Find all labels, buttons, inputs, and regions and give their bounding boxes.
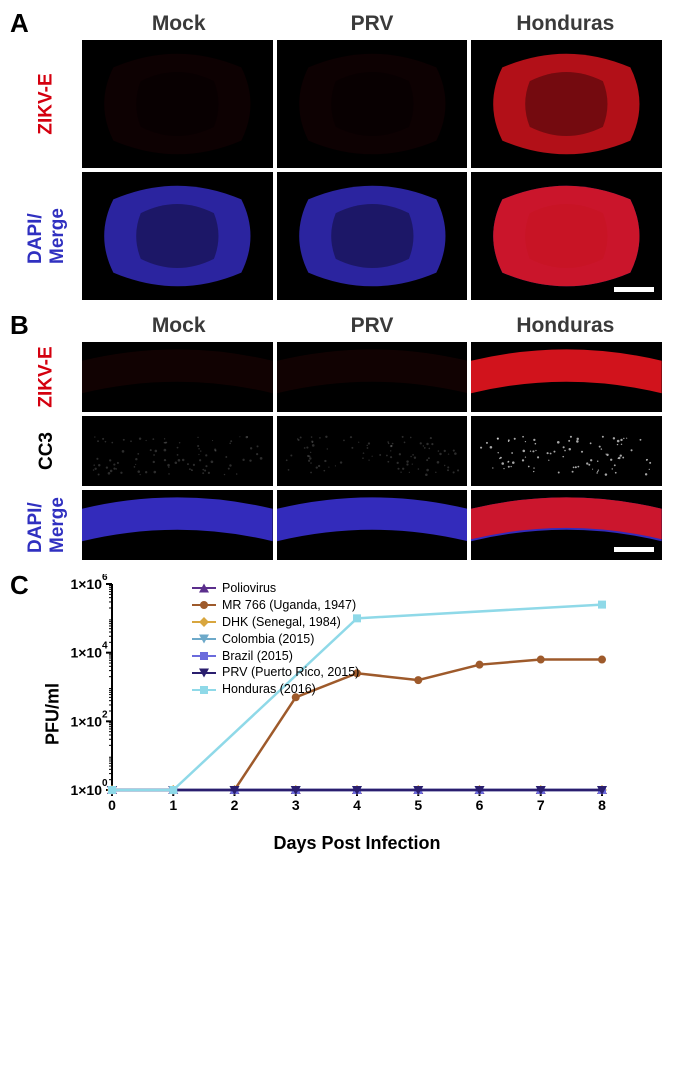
scale-bar xyxy=(614,287,654,292)
svg-text:0: 0 xyxy=(108,797,116,813)
scale-bar xyxy=(614,547,654,552)
svg-text:0: 0 xyxy=(102,778,108,789)
svg-text:1×10: 1×10 xyxy=(70,713,102,729)
legend-label: Brazil (2015) xyxy=(222,648,293,665)
legend-item: Honduras (2016) xyxy=(192,681,359,698)
panel-b-grid: ZIKV-E CC3 DAPI/Merge xyxy=(12,342,662,560)
legend-label: PRV (Puerto Rico, 2015) xyxy=(222,664,359,681)
svg-text:8: 8 xyxy=(598,797,606,813)
panel-c-label: C xyxy=(10,570,29,601)
legend: PoliovirusMR 766 (Uganda, 1947)DHK (Sene… xyxy=(192,580,359,698)
legend-item: MR 766 (Uganda, 1947) xyxy=(192,597,359,614)
legend-label: MR 766 (Uganda, 1947) xyxy=(222,597,356,614)
micrograph-cell xyxy=(277,40,468,168)
row-label: DAPI/Merge xyxy=(25,208,69,264)
svg-text:1×10: 1×10 xyxy=(70,576,102,592)
micrograph-cell xyxy=(82,490,273,560)
panel-a-label: A xyxy=(10,8,29,39)
svg-text:3: 3 xyxy=(292,797,300,813)
row-label: DAPI/Merge xyxy=(25,497,69,553)
legend-item: Colombia (2015) xyxy=(192,631,359,648)
micrograph-cell xyxy=(277,416,468,486)
micrograph-cell xyxy=(471,416,662,486)
legend-label: Poliovirus xyxy=(222,580,276,597)
micrograph-cell xyxy=(471,342,662,412)
micrograph-cell xyxy=(471,172,662,300)
svg-text:4: 4 xyxy=(353,797,361,813)
micrograph-cell xyxy=(82,342,273,412)
panel-a: A Mock PRV Honduras ZIKV-E DAPI/Merge xyxy=(12,12,662,300)
svg-text:6: 6 xyxy=(476,797,484,813)
col-header: PRV xyxy=(275,314,468,342)
col-header: Mock xyxy=(82,12,275,40)
row-label: ZIKV-E xyxy=(36,346,58,407)
svg-text:4: 4 xyxy=(102,641,108,652)
legend-item: Brazil (2015) xyxy=(192,648,359,665)
svg-text:1×10: 1×10 xyxy=(70,782,102,798)
svg-text:2: 2 xyxy=(231,797,239,813)
legend-item: PRV (Puerto Rico, 2015) xyxy=(192,664,359,681)
x-axis-label: Days Post Infection xyxy=(52,833,662,854)
y-axis-label: PFU/ml xyxy=(43,683,64,745)
col-header: Mock xyxy=(82,314,275,342)
col-header: PRV xyxy=(275,12,468,40)
micrograph-cell xyxy=(471,490,662,560)
col-header: Honduras xyxy=(469,12,662,40)
svg-text:7: 7 xyxy=(537,797,545,813)
legend-item: Poliovirus xyxy=(192,580,359,597)
svg-text:6: 6 xyxy=(102,574,108,583)
panel-b: B Mock PRV Honduras ZIKV-E CC3 DAPI/Merg… xyxy=(12,314,662,560)
micrograph-cell xyxy=(82,40,273,168)
micrograph-cell xyxy=(471,40,662,168)
panel-a-col-headers: Mock PRV Honduras xyxy=(82,12,662,40)
micrograph-cell xyxy=(277,172,468,300)
chart-wrap: PFU/ml PoliovirusMR 766 (Uganda, 1947)DH… xyxy=(52,574,662,854)
micrograph-cell xyxy=(277,490,468,560)
panel-c: C PFU/ml PoliovirusMR 766 (Uganda, 1947)… xyxy=(12,574,662,854)
svg-text:1×10: 1×10 xyxy=(70,645,102,661)
legend-label: DHK (Senegal, 1984) xyxy=(222,614,341,631)
legend-label: Colombia (2015) xyxy=(222,631,314,648)
panel-b-label: B xyxy=(10,310,29,341)
row-label: ZIKV-E xyxy=(36,73,58,134)
panel-b-col-headers: Mock PRV Honduras xyxy=(82,314,662,342)
row-label: CC3 xyxy=(36,432,58,470)
panel-a-grid: ZIKV-E DAPI/Merge xyxy=(12,40,662,300)
legend-item: DHK (Senegal, 1984) xyxy=(192,614,359,631)
svg-text:5: 5 xyxy=(414,797,422,813)
legend-label: Honduras (2016) xyxy=(222,681,316,698)
micrograph-cell xyxy=(277,342,468,412)
micrograph-cell xyxy=(82,172,273,300)
figure: A Mock PRV Honduras ZIKV-E DAPI/Merge xyxy=(12,12,662,854)
col-header: Honduras xyxy=(469,314,662,342)
micrograph-cell xyxy=(82,416,273,486)
svg-text:1: 1 xyxy=(169,797,177,813)
svg-text:2: 2 xyxy=(102,709,108,720)
